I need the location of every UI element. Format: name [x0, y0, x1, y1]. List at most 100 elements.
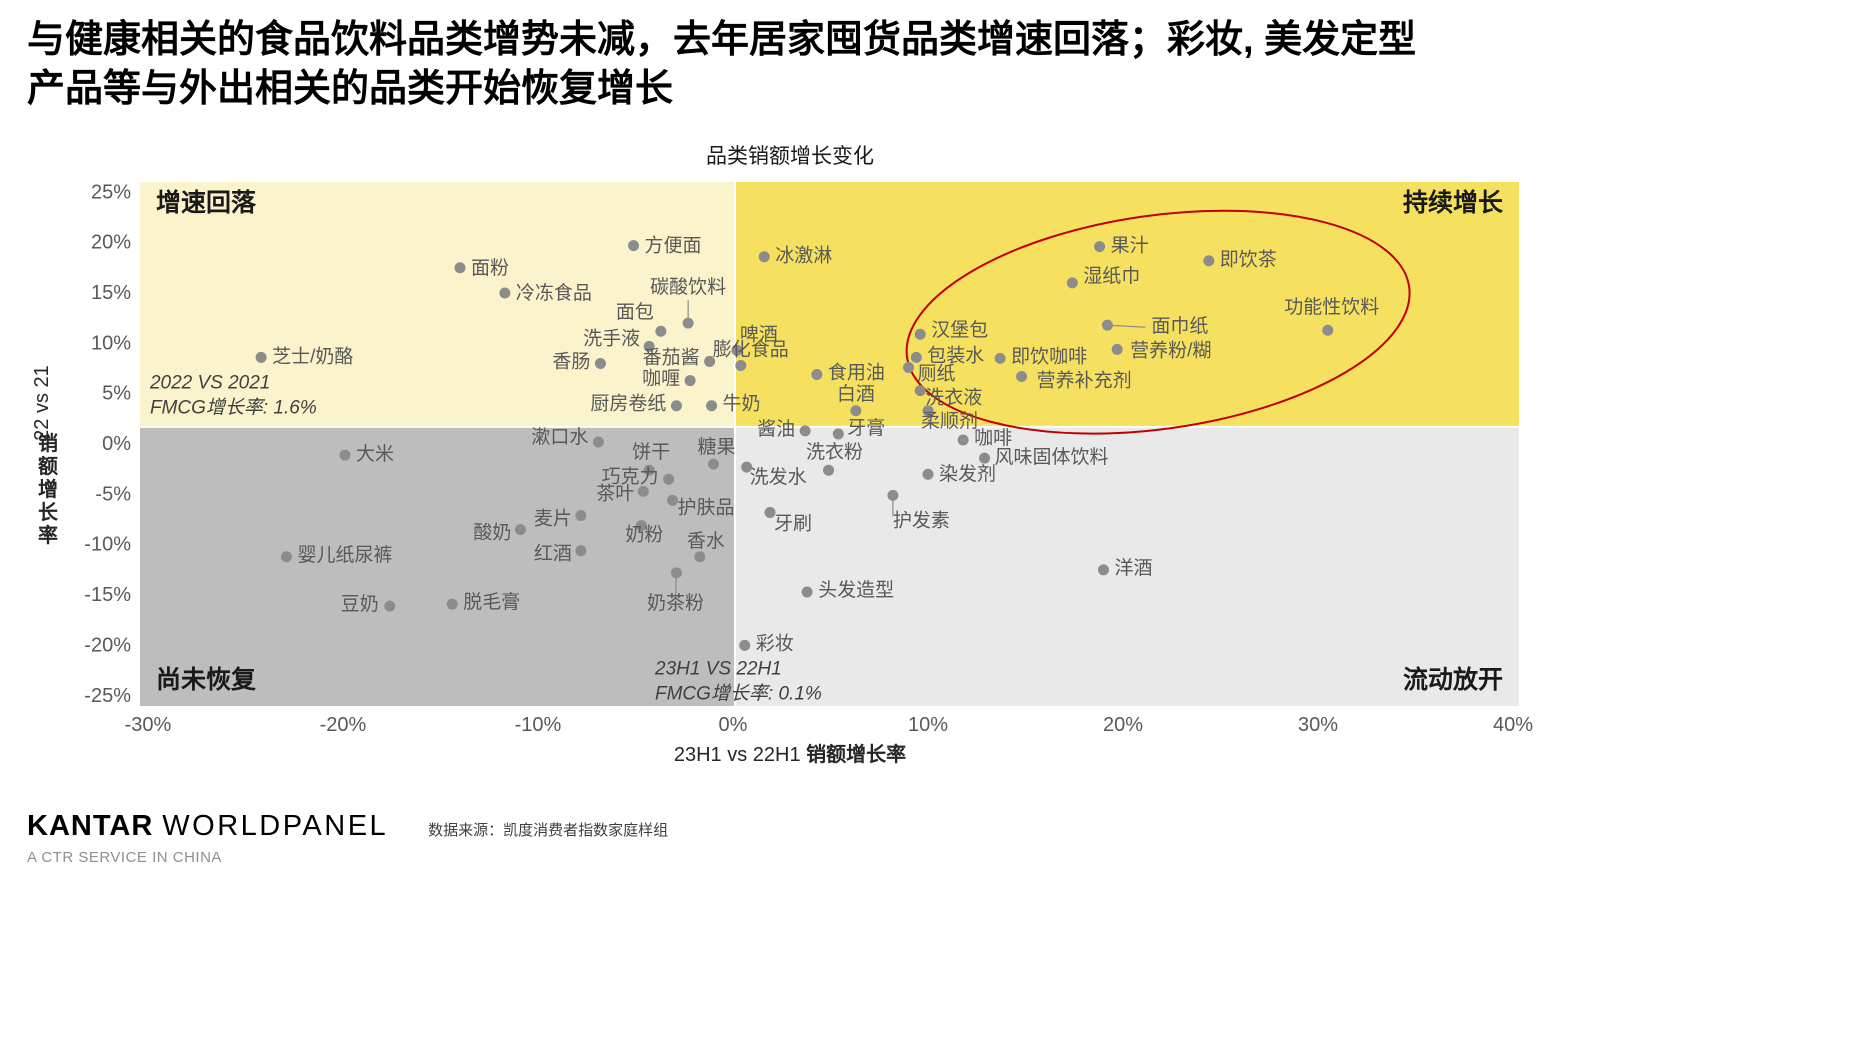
data-point-label: 芝士/奶酪 [272, 345, 353, 367]
data-point [1322, 324, 1334, 336]
logo-kantar: KANTAR [27, 810, 154, 842]
data-point-label: 洗衣液 [925, 387, 982, 409]
data-point [758, 251, 770, 263]
chart-title: 品类销额增长变化 [706, 145, 874, 168]
data-point [801, 586, 813, 598]
quadrant-top-left [140, 182, 735, 427]
data-point-label: 柔顺剂 [921, 410, 978, 432]
data-point-label: 洗衣粉 [806, 441, 863, 463]
y-tick-label: -10% [84, 534, 131, 556]
data-point [637, 485, 649, 497]
data-point [979, 452, 991, 464]
data-point-label: 厕纸 [918, 362, 956, 384]
data-point [454, 262, 466, 274]
data-point [1016, 371, 1028, 383]
data-point-label: 冰激淋 [775, 245, 832, 267]
x-tick-label: -10% [515, 714, 562, 736]
y-tick-label: 15% [91, 282, 131, 304]
data-point-label: 方便面 [645, 235, 702, 257]
data-point-label: 番茄酱 [643, 346, 700, 368]
data-point-label: 功能性饮料 [1284, 296, 1379, 318]
data-point-label: 牙膏 [847, 416, 885, 439]
data-point [643, 340, 655, 352]
y-axis-title-char: 增 [38, 477, 58, 501]
y-axis-title-char: 额 [38, 455, 58, 478]
point-leader-line [1107, 324, 1146, 328]
data-point-label: 婴儿纸尿裤 [297, 544, 392, 566]
data-point-label: 糖果 [697, 436, 735, 458]
data-point [670, 567, 682, 579]
data-point [682, 317, 694, 329]
data-point-label: 护发素 [893, 509, 950, 531]
quadrant-label-bottom-right: 流动放开 [1403, 665, 1503, 694]
data-point-label: 面粉 [471, 257, 509, 279]
data-point-label: 大米 [356, 443, 394, 465]
data-point-label: 漱口水 [531, 426, 588, 448]
y-tick-label: -5% [95, 483, 131, 505]
data-point-label: 啤酒 [740, 323, 778, 345]
data-point [1094, 241, 1106, 253]
data-point [823, 464, 835, 476]
data-point [1098, 564, 1109, 576]
quadrant-label-top-right: 持续增长 [1403, 188, 1504, 217]
data-point [799, 425, 811, 437]
data-point [628, 240, 640, 252]
data-point-label: 麦片 [534, 508, 572, 530]
data-point-label: 护肤品 [678, 496, 735, 518]
data-point [957, 434, 969, 446]
y-axis-title-char: 长 [38, 501, 59, 524]
x-tick-label: 10% [908, 714, 948, 736]
data-point-label: 红酒 [534, 543, 572, 565]
data-point [708, 458, 719, 470]
data-point-label: 果汁 [1111, 235, 1149, 257]
data-point-label: 膨化食品 [713, 338, 789, 360]
data-point [922, 468, 934, 480]
data-point [887, 489, 899, 501]
data-point-label: 即饮茶 [1220, 249, 1277, 271]
x-axis-title: 23H1 vs 22H1 销额增长率 [674, 742, 906, 766]
data-point-label: 豆奶 [341, 593, 379, 615]
data-point-label: 香水 [687, 530, 725, 552]
data-point-label: 酸奶 [473, 522, 511, 544]
fmcg-annotation: FMCG增长率: 1.6% [150, 397, 317, 419]
quadrant-bottom-right [734, 426, 1519, 706]
data-point [592, 436, 604, 448]
y-tick-label: -25% [84, 685, 131, 707]
data-point-label: 脱毛膏 [463, 590, 520, 613]
data-point-label: 头发造型 [818, 579, 894, 601]
quadrant-bottom-left [140, 426, 735, 706]
data-point [914, 328, 926, 340]
page-title: 与健康相关的食品饮料品类增势未减，去年居家囤货品类增速回落；彩妆, 美发定型 产… [27, 16, 1817, 115]
data-point [903, 361, 914, 373]
data-point-label: 香肠 [552, 350, 590, 372]
data-point [910, 351, 922, 363]
data-point [739, 639, 751, 651]
data-point [446, 598, 458, 610]
data-point-label: 饼干 [632, 441, 670, 463]
data-point [832, 428, 844, 440]
data-point-label: 茶叶 [596, 482, 634, 504]
data-point-label: 白酒 [837, 383, 875, 405]
data-point-label: 冷冻食品 [516, 282, 592, 304]
data-point [704, 355, 716, 367]
data-point-label: 碳酸饮料 [650, 276, 726, 298]
y-axis-title-char: 率 [38, 523, 58, 547]
logo-worldpanel: WORLDPANEL [162, 810, 389, 842]
data-point [667, 494, 679, 506]
data-point [635, 520, 647, 532]
data-point-label: 食用油 [828, 362, 885, 384]
data-point [575, 510, 587, 522]
y-tick-label: 5% [102, 383, 131, 405]
quadrant-label-top-left: 增速回落 [156, 188, 257, 217]
data-point [384, 600, 396, 612]
x-tick-label: -20% [320, 714, 367, 736]
data-point-label: 咖啡 [974, 427, 1012, 449]
data-point-label: 奶茶粉 [647, 592, 704, 614]
data-point-label: 湿纸巾 [1083, 265, 1140, 287]
logo-subtitle: A CTR SERVICE IN CHINA [27, 849, 222, 866]
data-point-label: 巧克力 [602, 465, 659, 487]
data-point [694, 551, 706, 563]
page-title-line-2: 产品等与外出相关的品类开始恢复增长 [27, 68, 674, 111]
y-tick-label: 10% [91, 332, 131, 354]
